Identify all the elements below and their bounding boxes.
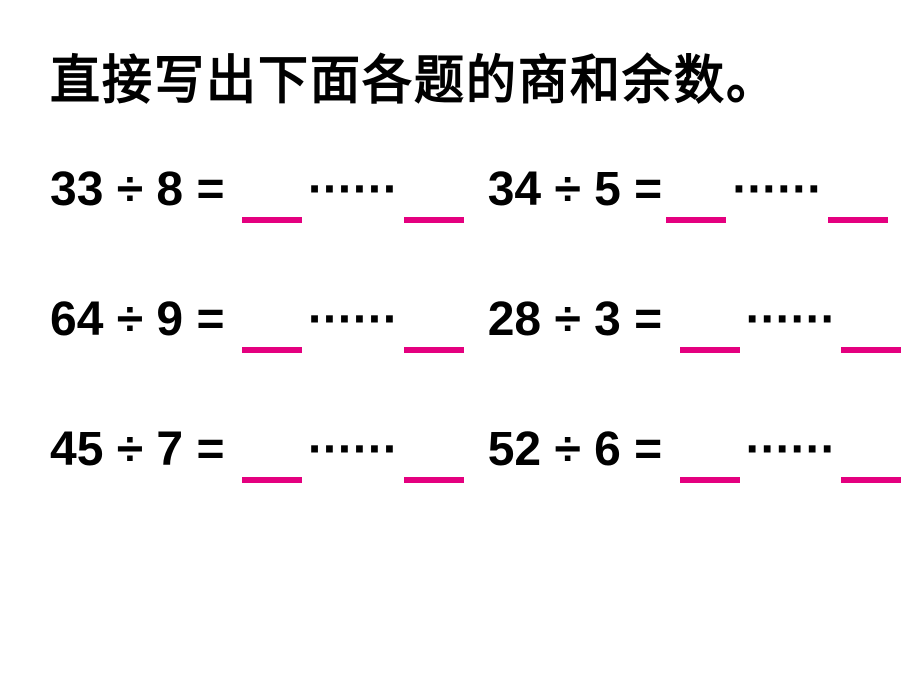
dividend: 64 [50,292,103,347]
problem-row: 52 ÷ 6 = ······ [488,422,906,477]
dividend: 34 [488,162,541,217]
remainder-dots: ······ [308,162,398,217]
remainder-dots: ······ [308,422,398,477]
problem-row: 34 ÷ 5 = ······ [488,162,906,217]
remainder-blank[interactable] [841,347,901,353]
operator-divide: ÷ [103,422,156,477]
divisor: 7 [156,422,183,477]
operator-equals: = [183,162,238,217]
quotient-blank[interactable] [680,477,740,483]
problem-row: 64 ÷ 9 = ······ [50,292,468,347]
quotient-blank[interactable] [666,217,726,223]
operator-equals: = [621,162,662,217]
operator-equals: = [183,292,238,347]
quotient-blank[interactable] [680,347,740,353]
operator-divide: ÷ [541,292,594,347]
remainder-dots: ······ [746,292,836,347]
problems-grid: 33 ÷ 8 = ······ 34 ÷ 5 = ······ 64 ÷ 9 =… [50,162,870,477]
divisor: 5 [594,162,621,217]
remainder-blank[interactable] [404,477,464,483]
problem-row: 45 ÷ 7 = ······ [50,422,468,477]
operator-divide: ÷ [541,162,594,217]
divisor: 6 [594,422,621,477]
operator-equals: = [183,422,238,477]
quotient-blank[interactable] [242,347,302,353]
dividend: 45 [50,422,103,477]
operator-divide: ÷ [103,292,156,347]
remainder-dots: ······ [746,422,836,477]
operator-equals: = [621,422,676,477]
remainder-blank[interactable] [828,217,888,223]
dividend: 28 [488,292,541,347]
worksheet-page: 直接写出下面各题的商和余数。 33 ÷ 8 = ······ 34 ÷ 5 = … [0,0,920,517]
dividend: 52 [488,422,541,477]
operator-divide: ÷ [541,422,594,477]
remainder-blank[interactable] [841,477,901,483]
operator-divide: ÷ [103,162,156,217]
page-title: 直接写出下面各题的商和余数。 [50,38,870,114]
remainder-blank[interactable] [404,217,464,223]
quotient-blank[interactable] [242,217,302,223]
divisor: 8 [156,162,183,217]
remainder-dots: ······ [732,162,822,217]
problem-row: 33 ÷ 8 = ······ [50,162,468,217]
problem-row: 28 ÷ 3 = ······ [488,292,906,347]
remainder-dots: ······ [308,292,398,347]
divisor: 3 [594,292,621,347]
dividend: 33 [50,162,103,217]
quotient-blank[interactable] [242,477,302,483]
divisor: 9 [156,292,183,347]
operator-equals: = [621,292,676,347]
remainder-blank[interactable] [404,347,464,353]
